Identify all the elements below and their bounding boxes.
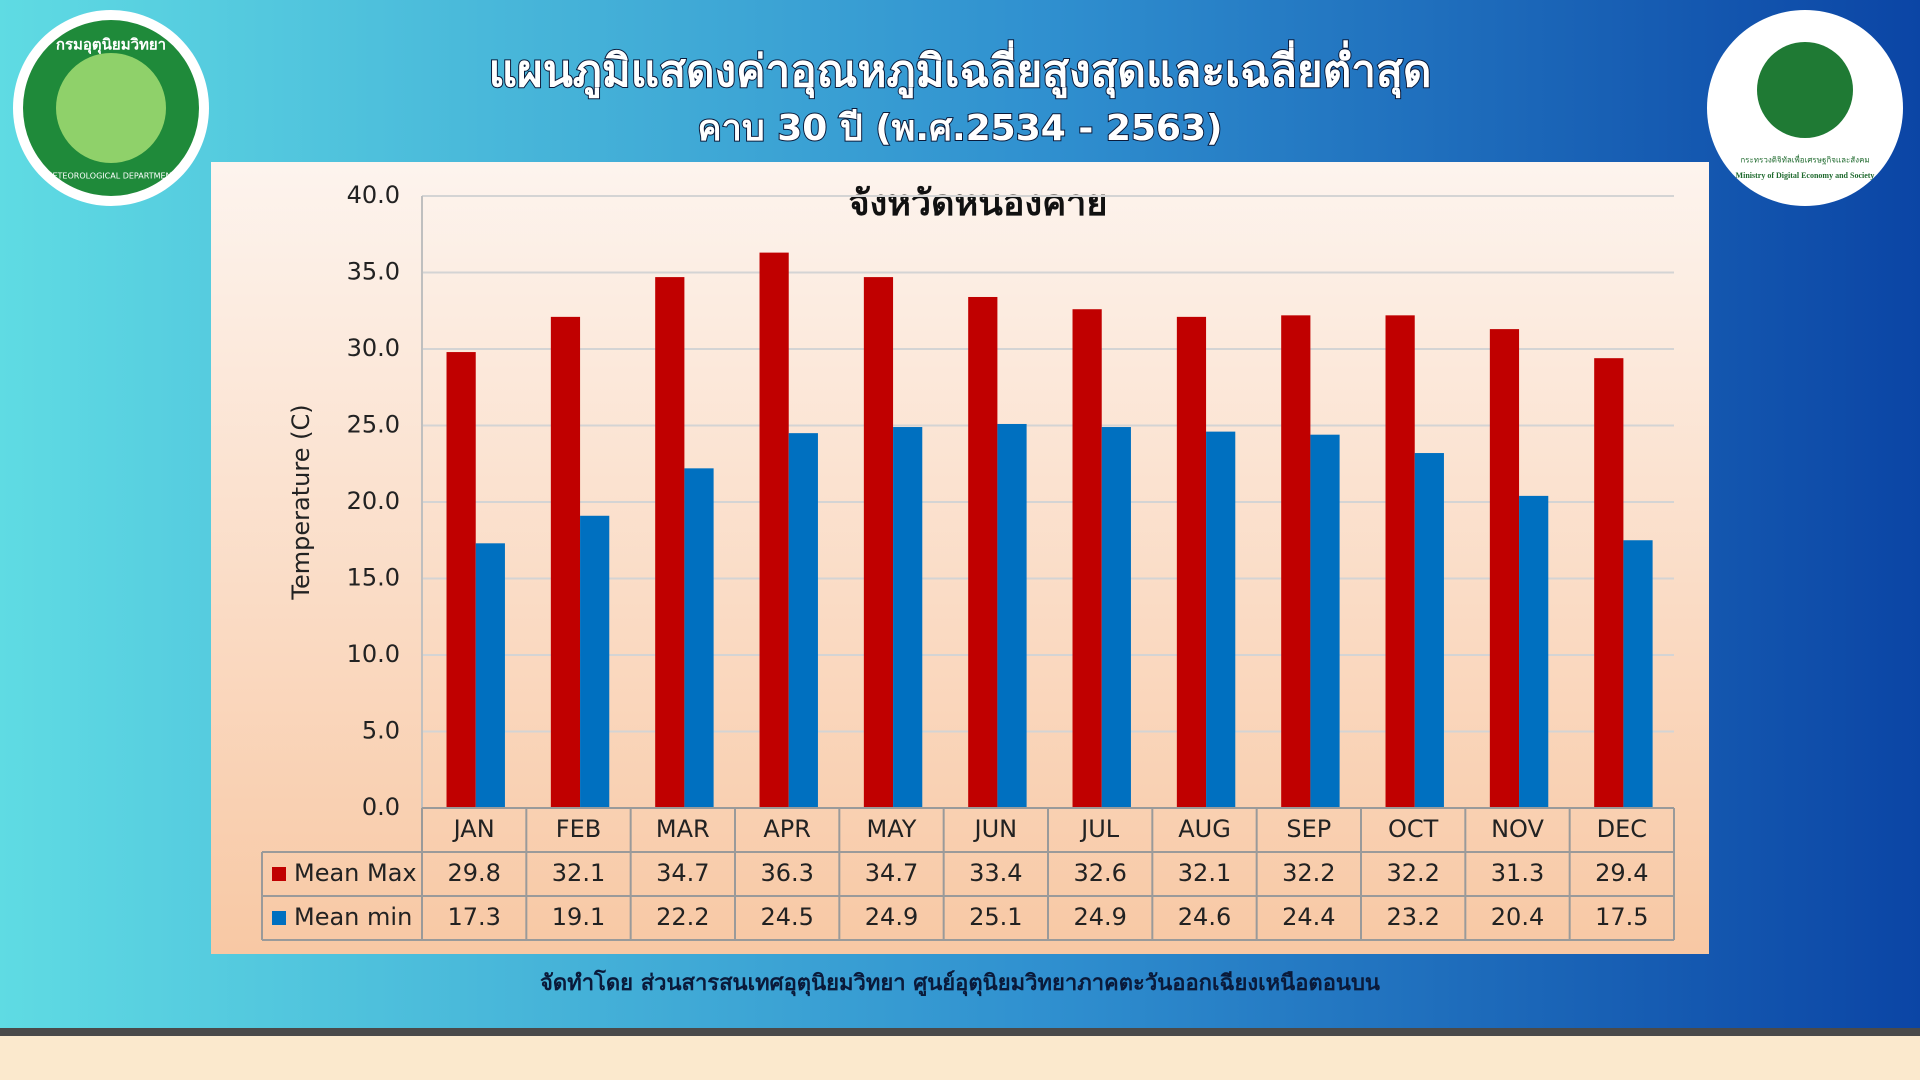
table-value: 34.7 [865,859,918,887]
bar [1281,315,1311,808]
bar [997,423,1027,808]
table-value: 19.1 [552,903,605,931]
y-tick-label: 10.0 [347,640,400,668]
logo-english: METEOROLOGICAL DEPARTMENT [46,172,177,181]
table-value: 24.6 [1178,903,1231,931]
bar [655,277,685,809]
bar [1310,434,1340,808]
bar [550,316,581,808]
y-tick-label: 30.0 [347,334,400,362]
table-value: 34.7 [656,859,709,887]
y-tick-label: 35.0 [347,258,400,286]
x-tick-label: JUL [1079,815,1120,843]
table-value: 25.1 [969,903,1022,931]
bar [475,543,505,808]
y-tick-label: 0.0 [362,793,400,821]
bar [1072,309,1102,808]
table-value: 29.4 [1595,859,1648,887]
table-value: 20.4 [1491,903,1544,931]
x-tick-label: JAN [452,815,495,843]
logo-left: กรมอุตุนิยมวิทยา METEOROLOGICAL DEPARTME… [13,10,209,206]
logo-center [56,53,166,163]
legend-label: Mean Max [294,859,417,887]
bar [1414,453,1444,808]
table-value: 22.2 [656,903,709,931]
x-tick-label: SEP [1286,815,1331,843]
y-tick-label: 15.0 [347,564,400,592]
table-value: 24.9 [1073,903,1126,931]
table-value: 36.3 [760,859,813,887]
bar [1385,315,1415,808]
x-tick-label: DEC [1597,815,1647,843]
table-value: 24.4 [1282,903,1335,931]
table-value: 32.2 [1282,859,1335,887]
table-value: 32.2 [1386,859,1439,887]
y-tick-label: 40.0 [347,181,400,209]
x-tick-label: MAY [867,815,917,843]
page-title: แผนภูมิแสดงค่าอุณหภูมิเฉลี่ยสูงสุดและเฉล… [489,40,1432,99]
table-value: 17.5 [1595,903,1648,931]
logo-english: Ministry of Digital Economy and Society [1736,171,1875,180]
x-tick-label: AUG [1178,815,1231,843]
table-value: 32.1 [552,859,605,887]
bar [1489,329,1520,808]
y-tick-label: 25.0 [347,411,400,439]
bar [1206,431,1236,808]
x-tick-label: NOV [1491,815,1544,843]
x-tick-label: JUN [973,815,1018,843]
bar [1176,316,1207,808]
legend-label: Mean min [294,903,412,931]
table-value: 33.4 [969,859,1022,887]
plot: 0.0 5.0 10.0 15.0 20.0 25.0 30.0 35.0 40.0 JAN FEB… [261,181,1675,941]
divider [0,1028,1920,1036]
logo-center [1757,42,1853,138]
y-tick-label: 20.0 [347,487,400,515]
bar [1519,495,1549,808]
bar [893,427,923,808]
table-value: 29.8 [447,859,500,887]
chart-panel [211,162,1709,954]
bar [788,433,818,808]
table-value: 17.3 [447,903,500,931]
x-tick-label: APR [763,815,811,843]
bar [684,468,714,808]
y-axis-label: Temperature (C) [287,404,315,600]
footer: จัดทำโดย ส่วนสารสนเทศอุตุนิยมวิทยา ศูนย์… [540,969,1380,997]
bar [759,252,789,809]
logo-thai: กรมอุตุนิยมวิทยา [56,36,166,55]
bar [968,296,998,808]
table-value: 31.3 [1491,859,1544,887]
table-value: 24.9 [865,903,918,931]
logo-right: กระทรวงดิจิทัลเพื่อเศรษฐกิจและสังคม Mini… [1707,10,1903,206]
page-subtitle: คาบ 30 ปี (พ.ศ.2534 - 2563) [698,108,1223,149]
bar [1594,358,1624,808]
table-value: 32.6 [1073,859,1126,887]
chart-title: จังหวัดหนองคาย [849,183,1108,224]
bottom-strip [0,1036,1920,1080]
bar [1101,427,1131,808]
table-value: 32.1 [1178,859,1231,887]
x-tick-label: MAR [656,815,710,843]
table-value: 24.5 [760,903,813,931]
bar [1623,540,1653,808]
x-tick-label: FEB [556,815,601,843]
x-tick-label: OCT [1388,815,1439,843]
legend-swatch [272,911,286,925]
table-value: 23.2 [1386,903,1439,931]
y-tick-label: 5.0 [362,717,400,745]
logo-thai: กระทรวงดิจิทัลเพื่อเศรษฐกิจและสังคม [1740,154,1869,165]
bar [580,515,610,808]
bar [863,277,894,809]
bar [446,352,476,808]
legend-swatch [272,867,286,881]
